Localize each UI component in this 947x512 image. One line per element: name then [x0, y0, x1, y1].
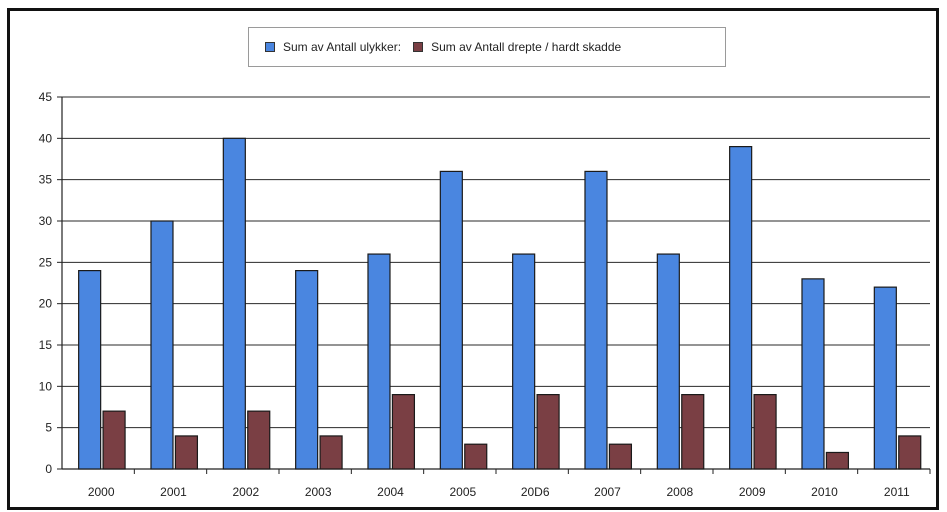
ytick-label-30: 30 — [39, 214, 53, 228]
legend-swatch-drepte — [413, 42, 424, 52]
xtick-label-2009: 2009 — [739, 485, 766, 499]
bar-ulykker-2007 — [584, 170, 608, 470]
bar-ulykker-20D6 — [512, 253, 536, 470]
xtick-label-2008: 2008 — [666, 485, 693, 499]
legend-swatch-ulykker — [265, 42, 275, 52]
xtick-label-2007: 2007 — [594, 485, 621, 499]
legend-label-ulykker: Sum av Antall ulykker: — [283, 40, 402, 54]
xtick-label-2010: 2010 — [811, 485, 838, 499]
xtick-label-2005: 2005 — [449, 485, 476, 499]
bar-ulykker-2011 — [873, 286, 897, 470]
xtick-label-2002: 2002 — [232, 485, 259, 499]
bar-ulykker-2005 — [439, 170, 463, 470]
ytick-label-20: 20 — [39, 297, 53, 311]
bar-ulykker-2009 — [729, 146, 753, 470]
bar-drepte-2005 — [464, 443, 488, 470]
bar-ulykker-2001 — [150, 220, 174, 470]
ytick-label-35: 35 — [39, 173, 53, 187]
ytick-label-5: 5 — [45, 421, 52, 435]
ytick-label-10: 10 — [39, 379, 53, 393]
bar-ulykker-2002 — [222, 137, 246, 470]
xtick-label-2000: 2000 — [88, 485, 115, 499]
bar-ulykker-2000 — [78, 270, 102, 470]
bar-drepte-20D6 — [536, 394, 560, 470]
ytick-label-0: 0 — [45, 462, 52, 476]
bar-ulykker-2008 — [656, 253, 680, 470]
bar-drepte-2011 — [898, 435, 922, 470]
bar-ulykker-2010 — [801, 278, 825, 470]
legend-label-drepte: Sum av Antall drepte / hardt skadde — [431, 40, 622, 54]
ytick-label-15: 15 — [39, 338, 53, 352]
bar-drepte-2002 — [247, 410, 271, 470]
ytick-label-45: 45 — [39, 90, 53, 104]
bar-drepte-2009 — [753, 394, 777, 470]
bar-ulykker-2004 — [367, 253, 391, 470]
xtick-label-2001: 2001 — [160, 485, 187, 499]
bar-drepte-2001 — [174, 435, 199, 470]
bar-drepte-2003 — [319, 435, 343, 470]
xtick-label-20D6: 20D6 — [521, 485, 550, 499]
bar-drepte-2008 — [681, 394, 705, 470]
ytick-label-25: 25 — [39, 255, 53, 269]
bar-drepte-2004 — [391, 394, 416, 470]
xtick-label-2003: 2003 — [305, 485, 332, 499]
ytick-label-40: 40 — [39, 131, 53, 145]
xtick-label-2004: 2004 — [377, 485, 404, 499]
bar-drepte-2010 — [825, 451, 850, 470]
legend-item-drepte: Sum av Antall drepte / hardt skadde — [413, 40, 621, 54]
legend-item-ulykker: Sum av Antall ulykker: — [265, 40, 401, 54]
bar-drepte-2000 — [102, 410, 126, 470]
bar-drepte-2007 — [608, 443, 633, 470]
chart-legend: Sum av Antall ulykker: Sum av Antall dre… — [248, 27, 726, 67]
bar-ulykker-2003 — [295, 270, 319, 470]
xtick-label-2011: 2011 — [884, 485, 910, 499]
